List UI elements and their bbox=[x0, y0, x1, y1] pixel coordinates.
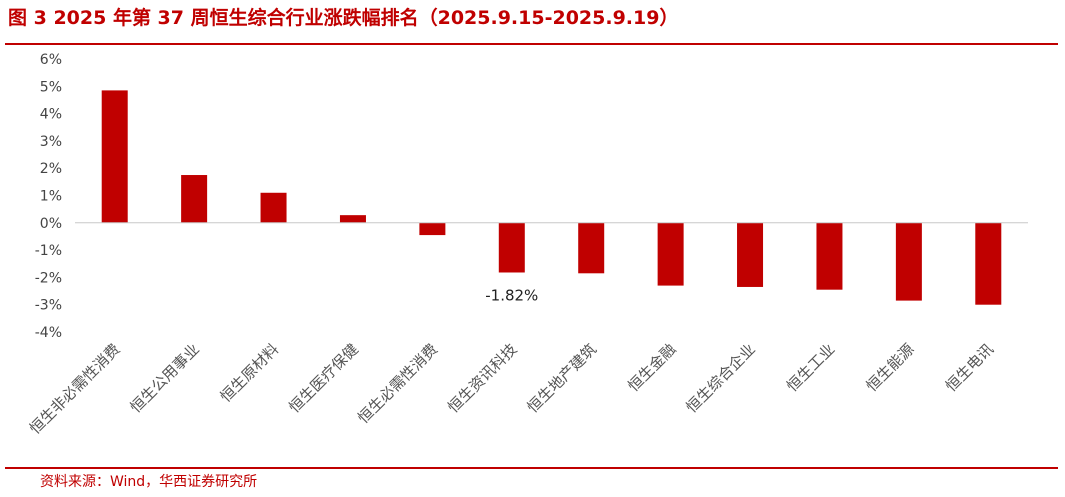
y-tick-label: -2% bbox=[35, 270, 62, 286]
x-tick-label: 恒生金融 bbox=[624, 340, 679, 395]
bar bbox=[975, 222, 1002, 305]
bar bbox=[895, 222, 922, 301]
y-tick-label: 0% bbox=[40, 216, 62, 232]
y-tick-label: 6% bbox=[40, 52, 62, 68]
x-tick-label: 恒生原材料 bbox=[217, 340, 283, 406]
top-rule bbox=[5, 43, 1058, 45]
bar bbox=[260, 192, 287, 223]
y-tick-label: -4% bbox=[35, 325, 62, 341]
bar bbox=[816, 222, 843, 290]
x-tick-label: 恒生综合企业 bbox=[682, 340, 758, 416]
bar-series bbox=[101, 90, 1002, 305]
bar bbox=[339, 215, 366, 223]
x-tick-label: 恒生资讯科技 bbox=[444, 340, 520, 416]
y-tick-label: 5% bbox=[40, 79, 62, 95]
y-tick-label: 1% bbox=[40, 189, 62, 205]
bar bbox=[181, 175, 208, 223]
figure-title: 图 3 2025 年第 37 周恒生综合行业涨跌幅排名（2025.9.15-20… bbox=[8, 7, 679, 29]
bar bbox=[578, 222, 605, 274]
bar bbox=[101, 90, 128, 223]
x-tick-label: 恒生医疗保健 bbox=[285, 340, 361, 416]
bar bbox=[657, 222, 684, 286]
x-tick-label: 恒生地产建筑 bbox=[524, 340, 600, 416]
x-tick-label: 恒生非必需性消费 bbox=[26, 340, 124, 438]
data-label: -1.82% bbox=[485, 286, 538, 304]
y-tick-label: -3% bbox=[35, 298, 62, 314]
bar bbox=[419, 222, 446, 236]
x-tick-label: 恒生能源 bbox=[863, 340, 918, 395]
data-labels: -1.82% bbox=[485, 286, 538, 304]
x-tick-label: 恒生工业 bbox=[783, 340, 838, 395]
y-tick-label: 4% bbox=[40, 107, 62, 123]
bar-chart: 6% 5% 4% 3% 2% 1% 0% -1% -2% -3% -4% -1.82% 恒生非必需性… bbox=[26, 52, 1028, 438]
y-tick-label: 2% bbox=[40, 161, 62, 177]
source-note: 资料来源：Wind，华西证券研究所 bbox=[40, 474, 258, 490]
bar bbox=[737, 222, 764, 287]
y-axis: 6% 5% 4% 3% 2% 1% 0% -1% -2% -3% -4% bbox=[35, 52, 62, 341]
x-tick-label: 恒生公用事业 bbox=[127, 340, 203, 416]
y-tick-label: -1% bbox=[35, 243, 62, 259]
bar bbox=[498, 222, 525, 273]
y-tick-label: 3% bbox=[40, 134, 62, 150]
x-tick-label: 恒生必需性消费 bbox=[354, 340, 441, 427]
bottom-rule bbox=[5, 467, 1058, 469]
x-tick-label: 恒生电讯 bbox=[942, 340, 997, 395]
